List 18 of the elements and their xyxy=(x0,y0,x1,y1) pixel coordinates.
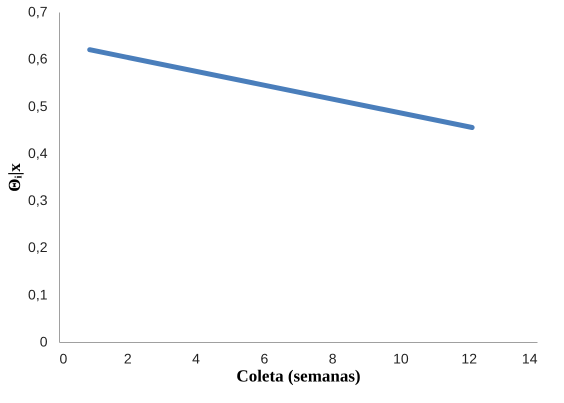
x-tick-label: 0 xyxy=(60,350,68,366)
x-tick-label: 4 xyxy=(192,350,200,366)
y-tick-label: 0,1 xyxy=(28,286,48,302)
y-axis-title: Θᵢ|x xyxy=(5,162,24,192)
x-tick-label: 6 xyxy=(260,350,268,366)
y-tick-label: 0 xyxy=(40,334,48,350)
x-tick-label: 14 xyxy=(522,350,538,366)
x-tick-label: 10 xyxy=(393,350,409,366)
y-tick-label: 0,5 xyxy=(28,98,48,114)
y-tick-label: 0,2 xyxy=(28,239,48,256)
x-axis-title: Coleta (semanas) xyxy=(236,366,361,386)
y-tick-label: 0,6 xyxy=(28,50,48,67)
y-tick-label: 0,7 xyxy=(28,4,48,20)
x-tick-label: 12 xyxy=(461,350,478,366)
x-tick-label: 8 xyxy=(328,350,337,366)
x-tick-label: 2 xyxy=(124,350,132,366)
y-tick-label: 0,3 xyxy=(28,192,48,208)
y-tick-label: 0,4 xyxy=(28,144,48,161)
